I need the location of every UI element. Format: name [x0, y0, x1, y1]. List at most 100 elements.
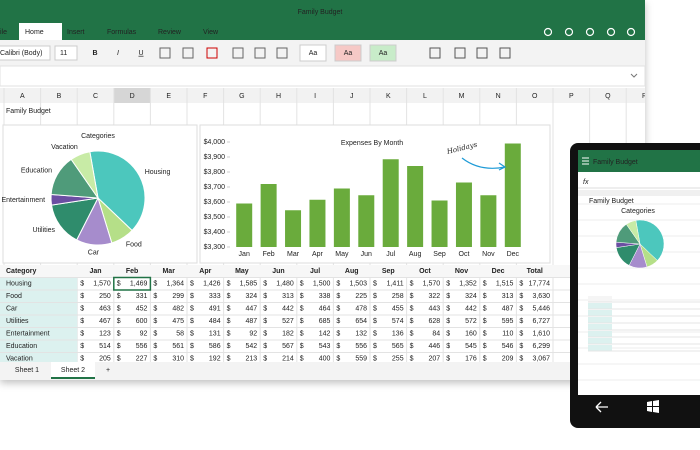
table-cell[interactable]: 176	[465, 356, 477, 363]
table-cell[interactable]: 322	[429, 293, 441, 300]
table-cell[interactable]: 324	[246, 293, 258, 300]
toolbar-icon[interactable]	[159, 47, 171, 59]
sheet-tab[interactable]: Sheet 2	[61, 367, 85, 374]
column-header[interactable]: H	[276, 93, 281, 100]
table-cell[interactable]: 543	[319, 343, 331, 350]
ribbon-icon[interactable]	[585, 27, 595, 37]
column-header[interactable]: F	[203, 93, 207, 100]
table-cell[interactable]: 17,774	[529, 281, 551, 288]
column-header[interactable]: D	[130, 93, 135, 100]
table-cell[interactable]: 467	[99, 318, 111, 325]
table-cell[interactable]: 92	[249, 331, 257, 338]
table-cell[interactable]: 205	[99, 356, 111, 363]
table-cell[interactable]: 313	[502, 293, 514, 300]
column-header[interactable]: O	[532, 93, 538, 100]
column-header[interactable]: C	[93, 93, 98, 100]
column-header[interactable]: K	[386, 93, 391, 100]
table-cell[interactable]: 132	[355, 331, 367, 338]
table-cell[interactable]: 214	[282, 356, 294, 363]
table-cell[interactable]: 131	[209, 331, 221, 338]
table-cell[interactable]: 542	[246, 343, 258, 350]
toolbar-icon[interactable]	[454, 47, 466, 59]
sheet-tab[interactable]: Sheet 1	[15, 367, 39, 374]
table-cell[interactable]: 310	[172, 356, 184, 363]
table-cell[interactable]: 478	[355, 306, 367, 313]
table-cell[interactable]: 452	[136, 306, 148, 313]
table-cell[interactable]: 546	[502, 343, 514, 350]
table-cell[interactable]: 1,426	[203, 281, 221, 288]
column-header[interactable]: N	[496, 93, 501, 100]
table-cell[interactable]: 455	[392, 306, 404, 313]
table-cell[interactable]: 487	[246, 318, 258, 325]
column-header[interactable]: E	[166, 93, 171, 100]
column-header[interactable]: R	[642, 93, 647, 100]
table-cell[interactable]: 110	[502, 331, 513, 338]
table-cell[interactable]: 463	[99, 306, 111, 313]
table-cell[interactable]: 556	[355, 343, 367, 350]
ribbon-icon[interactable]	[626, 27, 636, 37]
table-cell[interactable]: 324	[465, 293, 477, 300]
table-cell[interactable]: 227	[136, 356, 148, 363]
toolbar-icon[interactable]	[254, 47, 266, 59]
format-button[interactable]: B	[92, 50, 97, 57]
table-cell[interactable]: 685	[319, 318, 331, 325]
table-cell[interactable]: 209	[502, 356, 514, 363]
table-cell[interactable]: 574	[392, 318, 404, 325]
format-button[interactable]: U	[138, 50, 143, 57]
table-cell[interactable]: 586	[209, 343, 221, 350]
category-cell[interactable]: Entertainment	[6, 331, 50, 338]
table-cell[interactable]: 600	[136, 318, 148, 325]
phone-menu[interactable]	[582, 157, 589, 165]
table-cell[interactable]: 142	[319, 331, 331, 338]
table-cell[interactable]: 258	[392, 293, 404, 300]
table-cell[interactable]: 1,570	[93, 281, 111, 288]
table-cell[interactable]: 313	[282, 293, 294, 300]
table-cell[interactable]: 84	[432, 331, 440, 338]
table-cell[interactable]: 1,364	[166, 281, 184, 288]
table-cell[interactable]: 225	[355, 293, 367, 300]
column-header[interactable]: M	[459, 93, 465, 100]
table-cell[interactable]: 1,411	[387, 281, 404, 288]
column-header[interactable]: J	[350, 93, 354, 100]
table-cell[interactable]: 58	[176, 331, 184, 338]
table-cell[interactable]: 338	[319, 293, 331, 300]
toolbar-icon[interactable]	[476, 47, 488, 59]
table-cell[interactable]: 572	[465, 318, 477, 325]
table-cell[interactable]: 213	[246, 356, 258, 363]
active-tab[interactable]: Home	[25, 29, 44, 36]
table-cell[interactable]: 565	[392, 343, 404, 350]
table-cell[interactable]: 443	[429, 306, 441, 313]
ribbon-icon[interactable]	[564, 27, 574, 37]
column-header[interactable]: G	[239, 93, 244, 100]
table-cell[interactable]: 1,585	[240, 281, 258, 288]
phone-back-button[interactable]	[595, 401, 608, 413]
table-cell[interactable]: 475	[172, 318, 184, 325]
table-cell[interactable]: 527	[282, 318, 294, 325]
table-cell[interactable]: 1,610	[532, 331, 550, 338]
toolbar-icon[interactable]	[232, 47, 244, 59]
table-cell[interactable]: 92	[140, 331, 148, 338]
table-cell[interactable]: 192	[209, 356, 221, 363]
table-cell[interactable]: 182	[282, 331, 294, 338]
font-box[interactable]	[0, 45, 51, 61]
toolbar-icon[interactable]	[182, 47, 194, 59]
table-cell[interactable]: 442	[465, 306, 477, 313]
table-cell[interactable]: 250	[99, 293, 111, 300]
table-cell[interactable]: 6,299	[532, 343, 550, 350]
table-cell[interactable]: 1,515	[496, 281, 514, 288]
table-cell[interactable]: 556	[136, 343, 148, 350]
toolbar-icon[interactable]	[429, 47, 441, 59]
table-cell[interactable]: 491	[209, 306, 221, 313]
phone-windows-button[interactable]	[647, 400, 659, 413]
formula-expand[interactable]	[630, 73, 638, 78]
format-button[interactable]: I	[117, 50, 119, 57]
font-size-box[interactable]	[54, 45, 78, 61]
table-cell[interactable]: 447	[246, 306, 258, 313]
table-cell[interactable]: 1,480	[276, 281, 294, 288]
category-cell[interactable]: Education	[6, 343, 37, 350]
table-cell[interactable]: 654	[355, 318, 367, 325]
table-cell[interactable]: 400	[319, 356, 331, 363]
ribbon-tab[interactable]: ile	[0, 29, 7, 36]
table-cell[interactable]: 1,469	[130, 281, 148, 288]
ribbon-tab[interactable]: View	[203, 29, 219, 36]
